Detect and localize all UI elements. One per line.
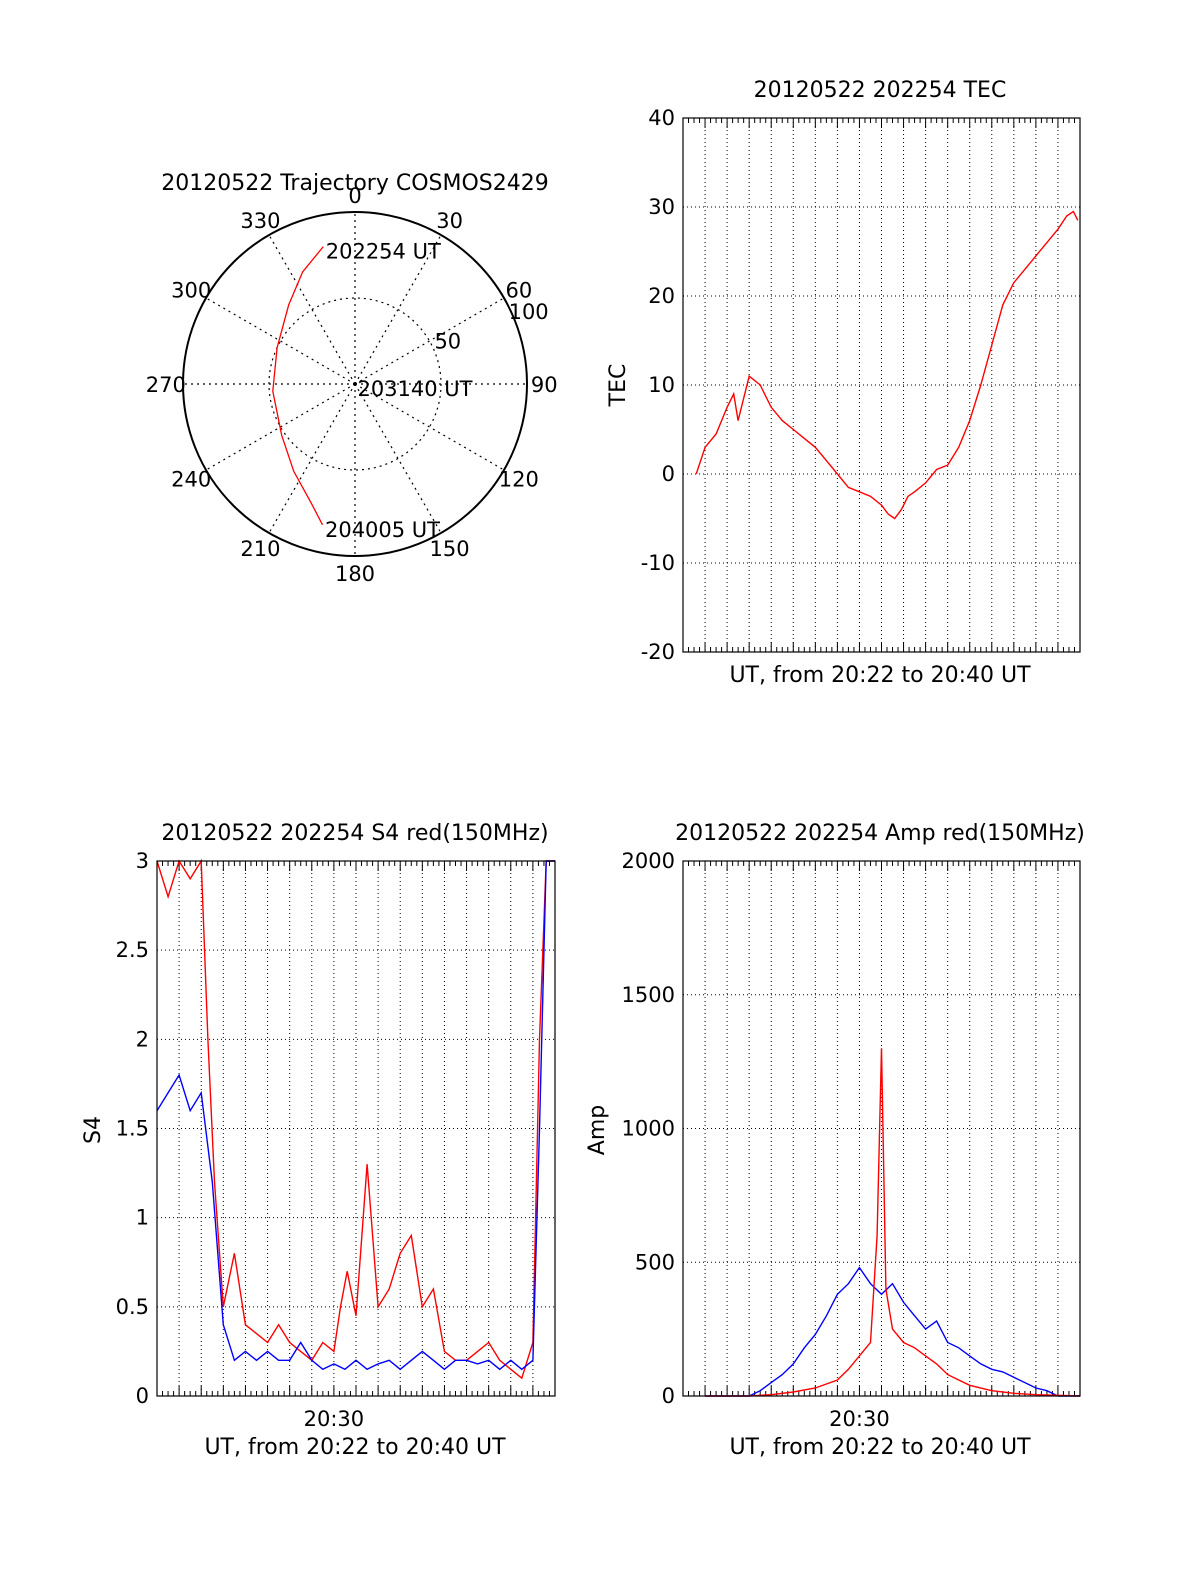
polar-trajectory-line	[272, 246, 324, 526]
polar-spoke	[354, 234, 442, 385]
polar-radius-label: 50	[434, 330, 461, 354]
polar-title: 20120522 Trajectory COSMOS2429	[161, 171, 548, 196]
polar-spoke	[268, 234, 356, 385]
y-tick-label: 0	[136, 1384, 149, 1408]
polar-angle-label: 0	[348, 184, 361, 208]
polar-angle-label: 210	[240, 537, 280, 561]
amp-title: 20120522 202254 Amp red(150MHz)	[675, 821, 1085, 846]
polar-angle-label: 90	[531, 373, 558, 397]
polar-angle-label: 270	[146, 373, 186, 397]
polar-angle-label: 60	[505, 278, 532, 302]
series-line-0	[695, 210, 1079, 520]
s4-y-ticks: 0 0.5 1 1.5 2 2.5 3	[116, 849, 149, 1408]
amp-series	[705, 1048, 1081, 1397]
polar-annotation: 203140 UT	[357, 377, 472, 401]
polar-angle-label: 330	[240, 209, 280, 233]
y-tick-label: 30	[648, 195, 675, 219]
y-tick-label: 0	[662, 462, 675, 486]
polar-spoke	[268, 383, 356, 534]
tec-grid	[682, 118, 1081, 652]
tec-frame	[682, 117, 1081, 653]
tec-y-ticks: -20 -10 0 10 20 30 40	[641, 106, 675, 664]
polar-annotation: 204005 UT	[325, 518, 440, 542]
y-tick-label: 1500	[622, 983, 675, 1007]
polar-annotations: 202254 UT 203140 UT 204005 UT	[325, 240, 473, 542]
y-tick-label: 0.5	[116, 1295, 149, 1319]
y-tick-label: 2.5	[116, 938, 149, 962]
s4-grid	[156, 861, 556, 1396]
polar-radius-labels: 50 100	[434, 300, 548, 353]
tec-panel: 20120522 202254 TEC -20 -10 0 10 20 30 40 UT, …	[606, 78, 1081, 688]
polar-angle-label: 180	[335, 562, 375, 586]
y-tick-label: 1000	[622, 1117, 675, 1141]
series-line-0	[705, 1266, 1080, 1397]
y-tick-label: -20	[641, 640, 675, 664]
series-line-1	[705, 1048, 1081, 1397]
polar-annotation: 202254 UT	[326, 240, 441, 264]
s4-x-ticks: 20:30	[304, 1407, 365, 1431]
y-tick-label: 1.5	[116, 1117, 149, 1141]
polar-angle-label: 150	[430, 537, 470, 561]
series-line-0	[156, 858, 555, 1380]
y-tick-label: 20	[648, 284, 675, 308]
series-line-1	[156, 860, 555, 1371]
y-tick-label: 500	[635, 1250, 675, 1274]
polar-spoke	[354, 383, 442, 534]
y-tick-label: 10	[648, 373, 675, 397]
y-tick-label: -10	[641, 551, 675, 575]
amp-x-label: UT, from 20:22 to 20:40 UT	[729, 1435, 1031, 1460]
x-tick-label: 20:30	[304, 1407, 365, 1431]
s4-title: 20120522 202254 S4 red(150MHz)	[161, 821, 548, 846]
polar-outer-circle	[182, 211, 528, 557]
polar-panel: 20120522 Trajectory COSMOS2429 0 30 60 90 12…	[146, 171, 558, 586]
y-tick-label: 2	[136, 1027, 149, 1051]
amp-y-ticks: 0 500 1000 1500 2000	[622, 849, 675, 1408]
tec-title: 20120522 202254 TEC	[754, 78, 1007, 103]
y-tick-label: 1	[136, 1206, 149, 1230]
s4-y-label: S4	[81, 1116, 106, 1144]
amp-x-ticks: 20:30	[829, 1407, 890, 1431]
polar-angle-label: 300	[171, 278, 211, 302]
s4-panel: 20120522 202254 S4 red(150MHz) 0 0.5 1 1.5 2…	[81, 821, 556, 1460]
polar-angle-label: 30	[436, 209, 463, 233]
polar-angle-labels: 0 30 60 90 120 150 180 210 240 270 300 330	[146, 184, 558, 586]
y-tick-label: 2000	[622, 849, 675, 873]
amp-y-label: Amp	[585, 1105, 610, 1155]
s4-x-label: UT, from 20:22 to 20:40 UT	[204, 1435, 506, 1460]
x-tick-label: 20:30	[829, 1407, 890, 1431]
s4-series	[156, 858, 555, 1380]
y-tick-label: 3	[136, 849, 149, 873]
polar-spoke	[205, 297, 356, 385]
tec-x-label: UT, from 20:22 to 20:40 UT	[729, 663, 1031, 688]
y-tick-label: 0	[662, 1384, 675, 1408]
polar-spoke	[354, 297, 505, 385]
polar-radius-label: 100	[509, 300, 549, 324]
amp-panel: 20120522 202254 Amp red(150MHz) 0 500 1000…	[585, 821, 1085, 1460]
s4-frame	[156, 860, 556, 1397]
polar-spoke	[354, 383, 505, 471]
tec-series	[695, 210, 1079, 520]
polar-angle-label: 120	[499, 468, 539, 492]
amp-grid	[682, 861, 1081, 1396]
amp-frame	[682, 860, 1081, 1397]
polar-angle-label: 240	[171, 468, 211, 492]
y-tick-label: 40	[648, 106, 675, 130]
polar-grid	[182, 211, 528, 557]
polar-series	[272, 246, 324, 526]
tec-y-label: TEC	[606, 364, 631, 408]
